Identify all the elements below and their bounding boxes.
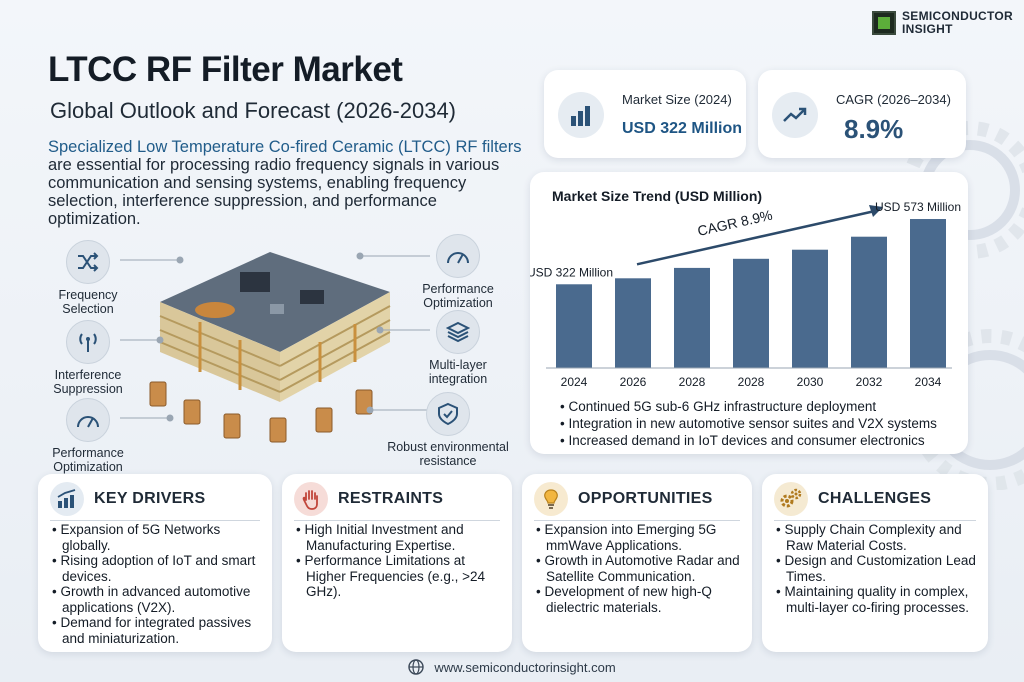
chart-tick-label: 2024	[561, 375, 588, 389]
brand-line1: SEMICONDUCTOR	[902, 9, 1014, 23]
chart-title: Market Size Trend (USD Million)	[552, 188, 763, 204]
section-title: CHALLENGES	[818, 490, 932, 507]
section-title: OPPORTUNITIES	[578, 490, 713, 507]
feature-performance-optimization-left: Performance Optimization	[42, 398, 134, 474]
chart-tick-label: 2026	[620, 375, 647, 389]
section-list: High Initial Investment and Manufacturin…	[296, 522, 504, 600]
chart-trend-arrow	[636, 209, 876, 266]
list-item: Expansion of 5G Networks globally.	[52, 522, 264, 553]
feature-label: Interference Suppression	[53, 368, 123, 396]
page-title: LTCC RF Filter Market	[48, 50, 403, 89]
key-drivers-card: KEY DRIVERS Expansion of 5G Networks glo…	[38, 474, 272, 652]
chart-end-label: USD 573 Million	[875, 200, 961, 214]
chart-tick-label: 2030	[797, 375, 824, 389]
chart-bullet: Increased demand in IoT devices and cons…	[560, 432, 937, 449]
list-item: High Initial Investment and Manufacturin…	[296, 522, 504, 553]
trend-up-icon	[772, 92, 818, 138]
list-item: Expansion into Emerging 5G mmWave Applic…	[536, 522, 744, 553]
chart-start-label: USD 322 Million	[530, 265, 613, 279]
feature-multilayer-integration: Multi-layer integration	[418, 310, 498, 386]
bar-chart-icon	[558, 92, 604, 138]
description: Specialized Low Temperature Co-fired Cer…	[48, 138, 528, 228]
growth-chart-icon	[50, 482, 84, 516]
chart-tick-label: 2032	[856, 375, 883, 389]
feature-connectors	[120, 252, 430, 422]
chart-tick-label: 2034	[915, 375, 942, 389]
list-item: Performance Limitations at Higher Freque…	[296, 553, 504, 600]
list-item: Development of new high-Q dielectric mat…	[536, 584, 744, 615]
gauge-icon	[66, 398, 110, 442]
market-size-label: Market Size (2024)	[622, 92, 732, 107]
section-title: KEY DRIVERS	[94, 490, 206, 507]
feature-label: Performance Optimization	[52, 446, 124, 474]
feature-label: Frequency Selection	[58, 288, 118, 316]
logo-mark-icon	[872, 11, 896, 35]
gears-icon	[774, 482, 808, 516]
feature-label: Robust environmental resistance	[387, 440, 509, 468]
feature-label: Multi-layer integration	[428, 358, 488, 386]
restraints-card: RESTRAINTS High Initial Investment and M…	[282, 474, 512, 652]
feature-label: Performance Optimization	[422, 282, 494, 310]
chart-tick-label: 2028	[738, 375, 765, 389]
market-trend-card: Market Size Trend (USD Million) 2024 2026…	[530, 172, 968, 454]
feature-performance-optimization-right: Performance Optimization	[412, 234, 504, 310]
chart-bar	[733, 258, 769, 368]
chart-bar	[556, 284, 592, 368]
opportunities-card: OPPORTUNITIES Expansion into Emerging 5G…	[522, 474, 752, 652]
brand-logo: SEMICONDUCTOR INSIGHT	[872, 10, 1013, 36]
section-list: Expansion of 5G Networks globally. Risin…	[52, 522, 264, 646]
antenna-icon	[66, 320, 110, 364]
list-item: Growth in advanced automotive applicatio…	[52, 584, 264, 615]
market-size-card: Market Size (2024) USD 322 Million	[544, 70, 746, 158]
chart-bar	[910, 219, 946, 368]
list-item: Supply Chain Complexity and Raw Material…	[776, 522, 980, 553]
list-item: Maintaining quality in complex, multi-la…	[776, 584, 980, 615]
chart-bullet: Integration in new automotive sensor sui…	[560, 415, 936, 432]
cagr-card: CAGR (2026–2034) 8.9%	[758, 70, 966, 158]
description-lead: Specialized Low Temperature Co-fired Cer…	[48, 138, 522, 156]
chart-bar	[674, 267, 710, 368]
hand-stop-icon	[294, 482, 328, 516]
market-trend-chart: 2024 2026 2028 2028 2030 2032 2034 CAGR 8.9% USD…	[530, 200, 961, 389]
ltcc-module-illustration	[149, 252, 391, 443]
section-list: Expansion into Emerging 5G mmWave Applic…	[536, 522, 744, 615]
gauge-icon	[436, 234, 480, 278]
list-item: Demand for integrated passives and minia…	[52, 615, 264, 646]
cagr-label: CAGR (2026–2034)	[836, 92, 951, 107]
section-title: RESTRAINTS	[338, 490, 444, 507]
shuffle-icon	[66, 240, 110, 284]
chart-bar	[792, 249, 828, 368]
footer: www.semiconductorinsight.com	[0, 652, 1024, 682]
layers-icon	[436, 310, 480, 354]
feature-interference-suppression: Interference Suppression	[42, 320, 134, 396]
page-subtitle: Global Outlook and Forecast (2026-2034)	[50, 98, 457, 123]
section-list: Supply Chain Complexity and Raw Material…	[776, 522, 980, 615]
feature-frequency-selection: Frequency Selection	[48, 240, 128, 316]
footer-url[interactable]: www.semiconductorinsight.com	[434, 659, 616, 675]
list-item: Growth in Automotive Radar and Satellite…	[536, 553, 744, 584]
globe-icon	[408, 659, 425, 675]
brand-line2: INSIGHT	[902, 22, 953, 36]
chart-tick-label: 2028	[679, 375, 706, 389]
chart-cagr-label: CAGR 8.9%	[696, 207, 774, 239]
chart-bullet: Continued 5G sub-6 GHz infrastructure de…	[560, 398, 937, 415]
chart-bullet-list: Continued 5G sub-6 GHz infrastructure de…	[560, 398, 937, 449]
challenges-card: CHALLENGES Supply Chain Complexity and R…	[762, 474, 988, 652]
lightbulb-icon	[534, 482, 568, 516]
list-item: Design and Customization Lead Times.	[776, 553, 980, 584]
chart-trend-arrowhead	[869, 205, 883, 218]
list-item: Rising adoption of IoT and smart devices…	[52, 553, 264, 584]
cagr-value: 8.9%	[844, 114, 904, 144]
shield-check-icon	[426, 392, 470, 436]
feature-robust-resistance: Robust environmental resistance	[386, 392, 510, 468]
chart-bar	[615, 278, 651, 368]
description-rest: are essential for processing radio frequ…	[48, 156, 500, 228]
chart-bar	[851, 236, 887, 368]
market-size-value: USD 322 Million	[622, 120, 743, 137]
